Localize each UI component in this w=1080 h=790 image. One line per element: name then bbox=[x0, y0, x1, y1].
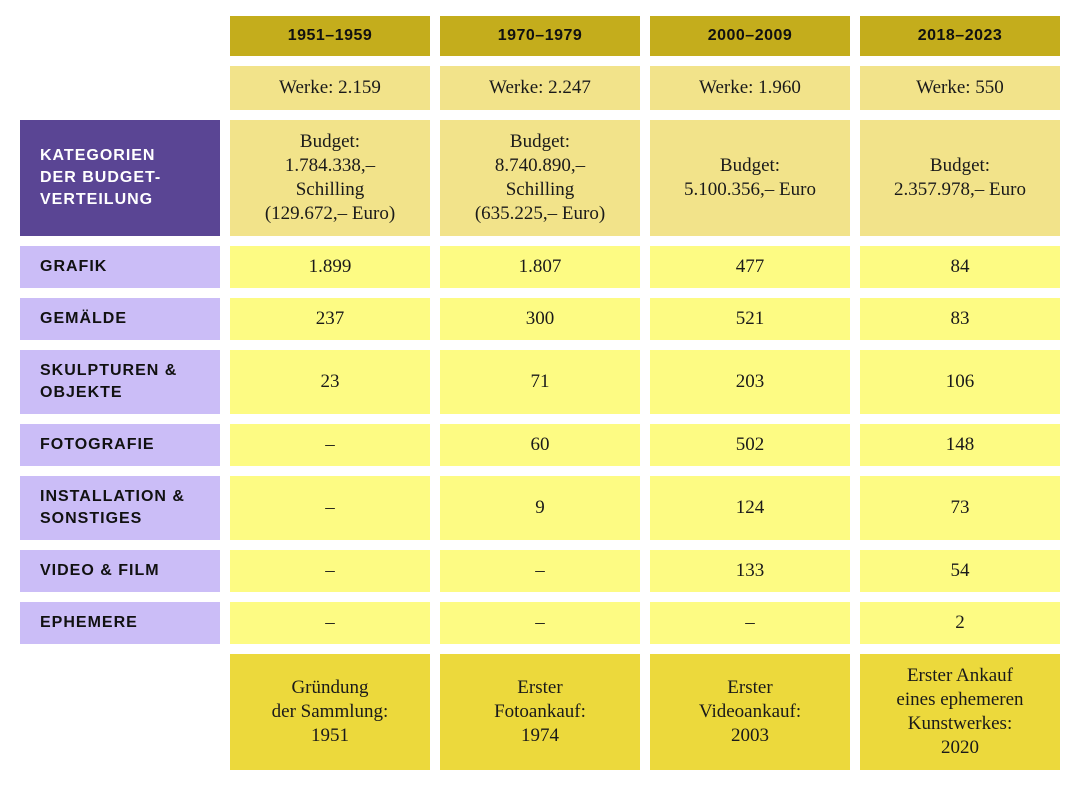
data-cell: 84 bbox=[860, 246, 1060, 288]
category-label: EPHEMERE bbox=[20, 602, 220, 644]
milestone-cell: Erster Ankauf eines ephemeren Kunstwerke… bbox=[860, 654, 1060, 770]
werke-cell: Werke: 1.960 bbox=[650, 66, 850, 110]
data-cell: 106 bbox=[860, 350, 1060, 414]
data-cell: 2 bbox=[860, 602, 1060, 644]
data-cell: – bbox=[650, 602, 850, 644]
data-cell: 237 bbox=[230, 298, 430, 340]
milestone-cell: Erster Videoankauf: 2003 bbox=[650, 654, 850, 770]
data-cell: 1.899 bbox=[230, 246, 430, 288]
milestone-cell: Erster Fotoankauf: 1974 bbox=[440, 654, 640, 770]
data-cell: 477 bbox=[650, 246, 850, 288]
category-label: SKULPTUREN & OBJEKTE bbox=[20, 350, 220, 414]
category-label: VIDEO & FILM bbox=[20, 550, 220, 592]
category-label: GRAFIK bbox=[20, 246, 220, 288]
budget-cell: Budget: 8.740.890,– Schilling (635.225,–… bbox=[440, 120, 640, 236]
budget-cell: Budget: 1.784.338,– Schilling (129.672,–… bbox=[230, 120, 430, 236]
period-header: 2000–2009 bbox=[650, 16, 850, 56]
data-cell: 521 bbox=[650, 298, 850, 340]
category-label: FOTOGRAFIE bbox=[20, 424, 220, 466]
data-cell: – bbox=[230, 550, 430, 592]
data-cell: 203 bbox=[650, 350, 850, 414]
period-header: 2018–2023 bbox=[860, 16, 1060, 56]
milestone-cell: Gründung der Sammlung: 1951 bbox=[230, 654, 430, 770]
category-label: GEMÄLDE bbox=[20, 298, 220, 340]
data-cell: 502 bbox=[650, 424, 850, 466]
data-cell: 83 bbox=[860, 298, 1060, 340]
period-header: 1970–1979 bbox=[440, 16, 640, 56]
data-cell: 60 bbox=[440, 424, 640, 466]
data-cell: 23 bbox=[230, 350, 430, 414]
budget-cell: Budget: 2.357.978,– Euro bbox=[860, 120, 1060, 236]
data-cell: – bbox=[230, 424, 430, 466]
werke-cell: Werke: 2.247 bbox=[440, 66, 640, 110]
data-cell: 133 bbox=[650, 550, 850, 592]
data-cell: 9 bbox=[440, 476, 640, 540]
data-cell: – bbox=[230, 476, 430, 540]
data-cell: 124 bbox=[650, 476, 850, 540]
category-label: INSTALLATION & SONSTIGES bbox=[20, 476, 220, 540]
data-cell: 1.807 bbox=[440, 246, 640, 288]
data-cell: – bbox=[440, 602, 640, 644]
budget-cell: Budget: 5.100.356,– Euro bbox=[650, 120, 850, 236]
data-cell: 300 bbox=[440, 298, 640, 340]
category-header: KATEGORIEN DER BUDGET- VERTEILUNG bbox=[20, 120, 220, 236]
data-cell: 54 bbox=[860, 550, 1060, 592]
werke-cell: Werke: 2.159 bbox=[230, 66, 430, 110]
data-cell: 73 bbox=[860, 476, 1060, 540]
data-cell: 148 bbox=[860, 424, 1060, 466]
period-header: 1951–1959 bbox=[230, 16, 430, 56]
data-cell: 71 bbox=[440, 350, 640, 414]
data-cell: – bbox=[230, 602, 430, 644]
data-cell: – bbox=[440, 550, 640, 592]
werke-cell: Werke: 550 bbox=[860, 66, 1060, 110]
